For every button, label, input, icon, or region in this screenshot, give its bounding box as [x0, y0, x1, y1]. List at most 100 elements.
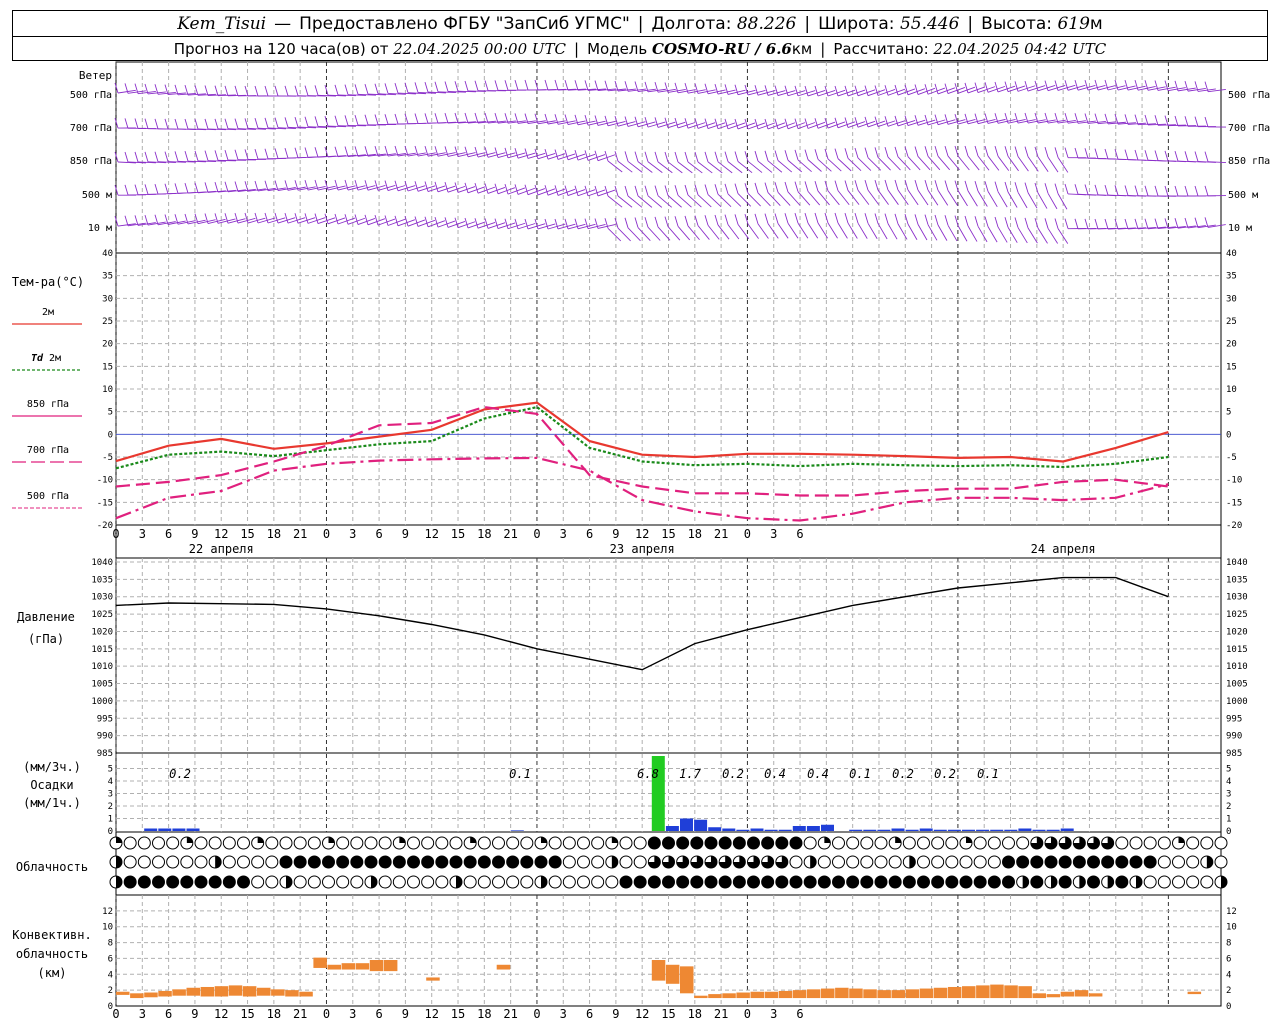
wind-barb-flag	[174, 214, 179, 225]
cloud-symbol	[477, 855, 491, 869]
conv-bar	[1088, 993, 1103, 997]
wind-barb-shaft	[387, 218, 406, 226]
wind-barb-flag	[1184, 116, 1189, 127]
cloud-symbol	[747, 875, 760, 889]
wind-barb-shaft	[677, 89, 696, 94]
wind-barb-flag	[1154, 150, 1159, 161]
wind-barb-shaft	[987, 226, 998, 243]
wind-barb-flag	[634, 81, 639, 92]
pressure-title: Давление	[17, 610, 75, 624]
cloud-symbol	[959, 875, 973, 889]
wind-barb-flag	[454, 217, 459, 228]
pressure-unit: (гПа)	[28, 632, 64, 646]
cloud-symbol	[888, 855, 902, 869]
wind-barb-shaft	[727, 161, 743, 174]
wind-barb-flag	[114, 117, 119, 129]
wind-barb-shaft	[607, 88, 626, 92]
wind-barb-shaft	[867, 89, 886, 97]
precip-tick-label-right: 1	[1226, 815, 1231, 825]
wind-barb-flag	[1164, 218, 1169, 229]
temp-series-line	[115, 405, 1169, 470]
wind-barb-shaft	[437, 185, 456, 193]
cloud-symbol	[350, 855, 364, 869]
precip-tick-label-right: 2	[1226, 802, 1231, 812]
wind-barb-flag	[354, 214, 359, 225]
wind-barb-shaft	[677, 161, 693, 174]
wind-barb-shaft	[777, 160, 793, 173]
wind-barb-shaft	[387, 185, 406, 191]
wind-barb-shaft	[1127, 227, 1146, 230]
wind-barb-flag	[194, 182, 199, 193]
wind-barb-flag	[974, 113, 979, 124]
wind-barb-shaft	[627, 227, 641, 242]
cloud-symbol	[690, 875, 704, 889]
wind-barb-shaft	[817, 190, 830, 206]
precip-bar	[1046, 829, 1060, 831]
wind-barb-flag	[344, 146, 349, 157]
wind-barb-shaft	[1207, 161, 1227, 164]
cloud-symbol	[619, 875, 633, 889]
wind-barb-flag	[624, 151, 629, 162]
wind-barb-flag	[1134, 185, 1139, 196]
cloud-symbol	[506, 836, 520, 850]
wind-barb-flag	[324, 115, 329, 127]
hour-tick-label-bottom: 0	[533, 1007, 540, 1021]
wind-barb-flag	[214, 181, 219, 193]
lon-value: 88.226	[736, 13, 797, 34]
wind-barb-flag	[574, 218, 579, 229]
cloud-symbol	[194, 855, 208, 869]
model-name: COSMO-RU / 6.6	[652, 39, 792, 58]
wind-barb-flag	[234, 181, 239, 192]
temp-tick-label-right: -10	[1226, 476, 1242, 486]
wind-barb-shaft	[1127, 85, 1146, 91]
wind-barb-shaft	[877, 120, 896, 128]
wind-barb-flag	[914, 115, 919, 126]
wind-barb-flag	[604, 115, 609, 126]
conv-tick-label: 8	[108, 939, 113, 949]
wind-barb-shaft	[287, 126, 307, 129]
wind-barb-flag	[1154, 115, 1159, 126]
wind-barb-flag	[554, 185, 559, 196]
wind-barb-flag	[254, 148, 259, 160]
wind-barb-flag	[344, 179, 349, 191]
wind-barb-shaft	[717, 161, 733, 174]
wind-level-label-right: 500 гПа	[1228, 90, 1270, 101]
cloud-symbol-half	[116, 876, 122, 888]
cloud-symbol	[562, 836, 576, 850]
wind-barb-shaft	[317, 94, 337, 97]
wind-barb-flag	[144, 118, 149, 129]
wind-barb-shaft	[957, 86, 976, 94]
cloud-symbol-three-quarter	[648, 856, 661, 868]
wind-barb-shaft	[727, 122, 746, 130]
hour-tick-label: 21	[714, 527, 728, 541]
pressure-tick-label: 995	[97, 714, 113, 724]
cloud-symbol-quarter	[186, 837, 193, 843]
wind-barb-flag	[894, 115, 899, 127]
wind-barb-flag	[284, 180, 289, 191]
wind-barb-shaft	[1077, 84, 1096, 91]
wind-barb-flag	[644, 185, 649, 196]
wind-barb-flag	[884, 85, 889, 96]
wind-barb-flag	[594, 150, 599, 161]
wind-barb-flag	[734, 214, 739, 225]
cloud-symbol	[718, 836, 732, 850]
wind-barb-flag	[274, 117, 279, 128]
wind-barb-shaft	[447, 91, 467, 93]
hour-tick-label-bottom: 15	[240, 1007, 254, 1021]
precip-total-label: 0.2	[934, 767, 956, 781]
hour-tick-label-bottom: 9	[612, 1007, 619, 1021]
wind-barb-shaft	[607, 120, 626, 127]
cloud-symbol-three-quarter	[761, 856, 774, 868]
wind-barb-flag	[904, 213, 909, 225]
wind-barb-flag	[864, 213, 869, 224]
wind-barb-flag	[714, 214, 719, 226]
wind-barb-flag	[914, 179, 919, 191]
precip-tick-label: 1	[108, 815, 113, 825]
wind-barb-flag	[504, 113, 509, 124]
wind-barb-shaft	[957, 190, 968, 207]
wind-barb-flag	[334, 179, 339, 191]
cloud-symbol-half	[541, 876, 547, 888]
wind-barb-shaft	[507, 222, 526, 230]
wind-barb-flag	[414, 113, 419, 124]
wind-barb-flag	[734, 118, 739, 130]
